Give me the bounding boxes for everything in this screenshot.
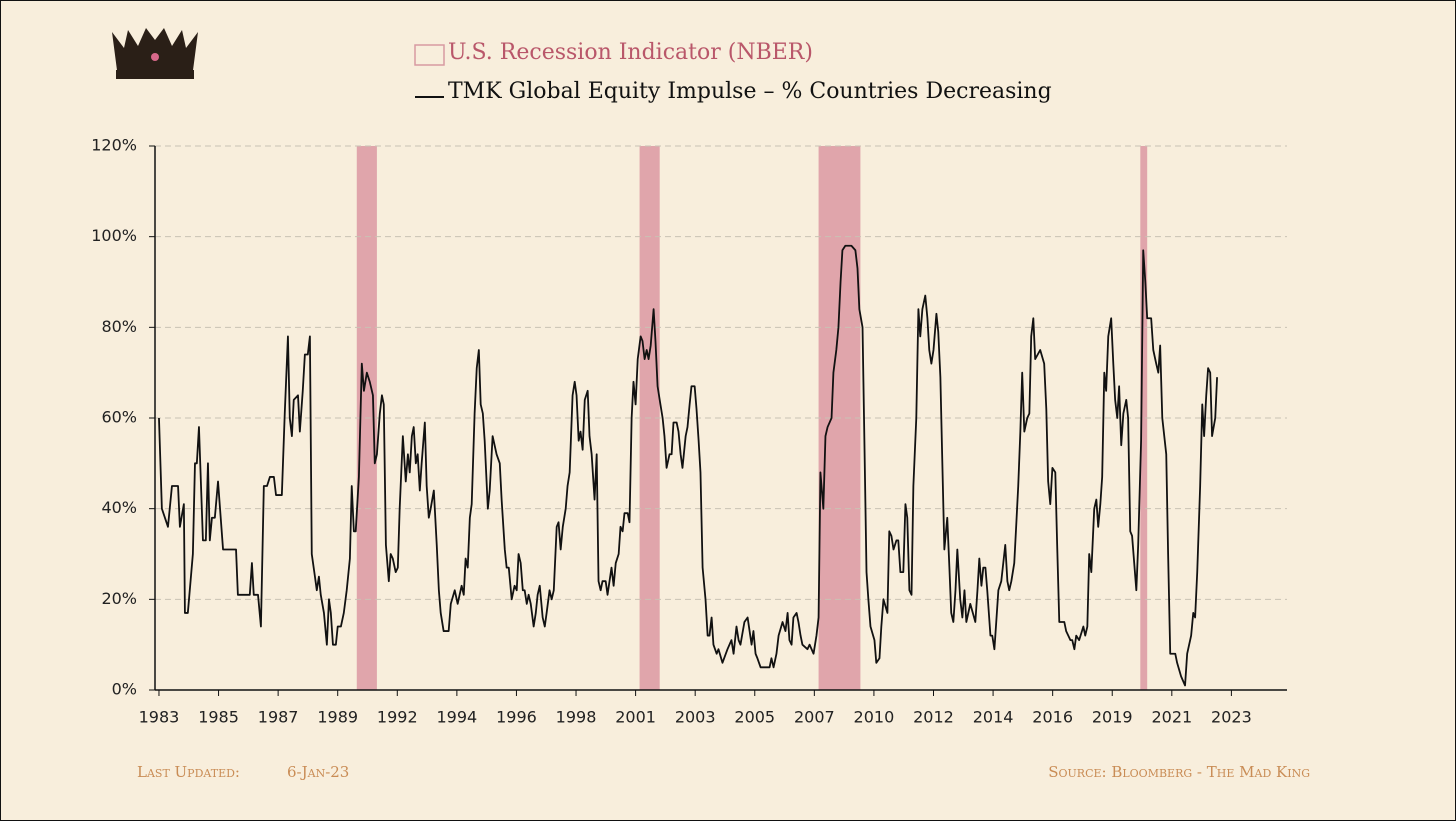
x-tick-label: 1998 bbox=[556, 708, 597, 727]
x-tick-label: 1994 bbox=[437, 708, 478, 727]
x-tick-label: 1985 bbox=[198, 708, 239, 727]
x-tick-label: 1992 bbox=[377, 708, 418, 727]
x-tick-label: 2007 bbox=[794, 708, 835, 727]
x-tick-label: 2005 bbox=[734, 708, 775, 727]
y-tick-label: 60% bbox=[101, 408, 137, 427]
updated-label: Last Updated: bbox=[137, 763, 240, 781]
x-tick-label: 2023 bbox=[1211, 708, 1252, 727]
y-tick-label: 40% bbox=[101, 498, 137, 517]
x-tick-label: 2012 bbox=[913, 708, 954, 727]
x-tick-label: 2014 bbox=[973, 708, 1014, 727]
legend-label: TMK Global Equity Impulse – % Countries … bbox=[448, 79, 1052, 104]
x-tick-label: 2003 bbox=[675, 708, 716, 727]
y-tick-label: 100% bbox=[91, 226, 137, 245]
recession-band bbox=[1140, 146, 1148, 690]
x-tick-label: 2010 bbox=[854, 708, 895, 727]
x-tick-label: 2016 bbox=[1032, 708, 1073, 727]
y-tick-label: 20% bbox=[101, 589, 137, 608]
source: Source: Bloomberg - The Mad King bbox=[1048, 763, 1310, 781]
legend-label: U.S. Recession Indicator (NBER) bbox=[448, 40, 813, 65]
x-tick-label: 1983 bbox=[139, 708, 180, 727]
y-tick-label: 80% bbox=[101, 317, 137, 336]
x-tick-label: 2001 bbox=[615, 708, 656, 727]
x-tick-label: 1989 bbox=[317, 708, 358, 727]
x-tick-label: 2021 bbox=[1151, 708, 1192, 727]
x-tick-label: 1987 bbox=[258, 708, 299, 727]
crown-logo bbox=[112, 28, 198, 79]
y-tick-label: 0% bbox=[112, 680, 137, 699]
plot-area: 0% 20% 40% 60% 80% 100% 120% 1983 1985 1987 1989 19… bbox=[91, 136, 1287, 727]
y-tick-label: 120% bbox=[91, 136, 137, 155]
updated-value: 6-Jan-23 bbox=[287, 763, 349, 781]
legend-swatch bbox=[414, 44, 445, 66]
x-tick-label: 2019 bbox=[1092, 708, 1133, 727]
x-tick-label: 1996 bbox=[496, 708, 537, 727]
series-line bbox=[158, 244, 1218, 687]
